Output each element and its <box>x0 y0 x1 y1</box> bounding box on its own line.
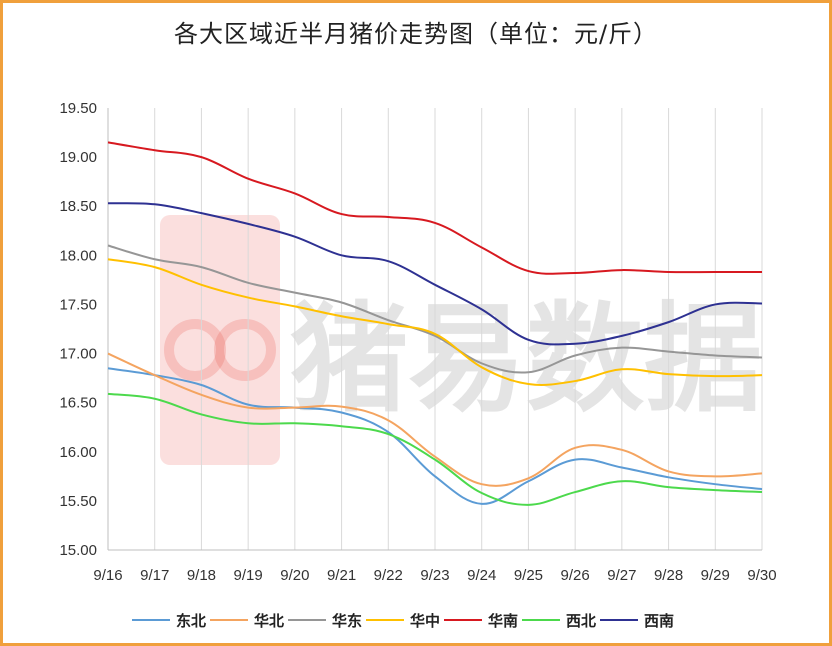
x-tick-label: 9/29 <box>701 567 730 584</box>
watermark-text: 猪易数据 <box>290 290 762 428</box>
x-tick-label: 9/24 <box>467 567 496 584</box>
x-tick-label: 9/26 <box>561 567 590 584</box>
x-tick-label: 9/25 <box>514 567 543 584</box>
series-line-东北 <box>107 367 763 505</box>
x-tick-label: 9/30 <box>747 567 776 584</box>
legend-label: 华东 <box>332 612 362 630</box>
watermark-logo <box>160 215 280 465</box>
y-tick-label: 18.50 <box>59 198 97 215</box>
y-tick-label: 19.00 <box>59 149 97 166</box>
y-tick-label: 16.50 <box>59 395 97 412</box>
watermark-logo-circle <box>214 319 276 381</box>
legend-label: 西南 <box>644 612 674 630</box>
x-tick-label: 9/27 <box>607 567 636 584</box>
y-tick-label: 18.00 <box>59 247 97 264</box>
x-tick-label: 9/20 <box>280 567 309 584</box>
legend-label: 西北 <box>566 612 596 630</box>
series-line-华北 <box>107 352 763 487</box>
legend-label: 华南 <box>488 612 518 630</box>
x-tick-label: 9/19 <box>234 567 263 584</box>
watermark-logo-circle <box>164 319 226 381</box>
chart-title: 各大区域近半月猪价走势图（单位：元/斤） <box>173 20 659 48</box>
y-tick-label: 15.00 <box>59 542 97 559</box>
x-tick-label: 9/21 <box>327 567 356 584</box>
y-tick-label: 19.50 <box>59 100 97 117</box>
series-lines <box>107 141 763 506</box>
series-line-西北 <box>107 392 763 506</box>
y-axis: 15.00 15.50 16.00 16.50 17.00 17.50 18.00 18.50… <box>59 100 97 559</box>
legend-label: 华北 <box>254 612 284 630</box>
y-tick-label: 16.00 <box>59 444 97 461</box>
series-line-华南 <box>107 141 762 275</box>
x-tick-label: 9/22 <box>374 567 403 584</box>
x-axis: 9/16 9/17 9/18 9/19 9/20 9/21 9/22 9/23 9/24 9/25… <box>93 567 776 584</box>
x-tick-label: 9/17 <box>140 567 169 584</box>
y-tick-label: 17.50 <box>59 296 97 313</box>
legend-label: 东北 <box>176 612 206 630</box>
y-tick-label: 15.50 <box>59 493 97 510</box>
x-tick-label: 9/18 <box>187 567 216 584</box>
legend: 东北 华北 华东 华中 华南 西北 西南 <box>132 612 674 630</box>
x-tick-label: 9/28 <box>654 567 683 584</box>
series-line-西南 <box>107 202 763 346</box>
series-line-华中 <box>107 258 763 386</box>
x-tick-label: 9/23 <box>420 567 449 584</box>
y-tick-label: 17.00 <box>59 346 97 363</box>
x-tick-label: 9/16 <box>93 567 122 584</box>
series-line-华东 <box>107 244 763 374</box>
watermark: 猪易数据 <box>160 215 762 465</box>
legend-label: 华中 <box>410 612 440 630</box>
